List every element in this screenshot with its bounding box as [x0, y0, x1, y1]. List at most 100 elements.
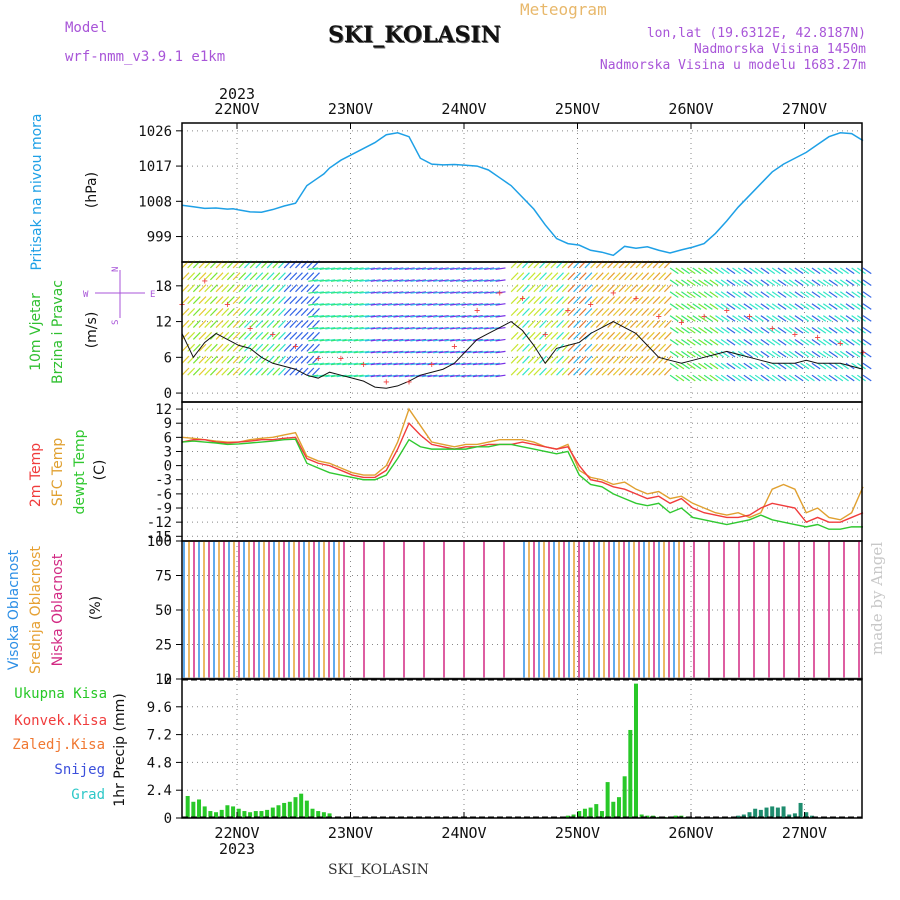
wind-barb: [828, 279, 838, 287]
wind-barb: [243, 367, 252, 376]
temp-sfc-line: [181, 407, 864, 521]
rain-bar: [185, 795, 190, 818]
panel-frame: [181, 678, 863, 819]
panel-frame: [181, 122, 863, 263]
wind-barb: [484, 326, 495, 330]
wind-barb: [822, 327, 832, 334]
wind-barb: [567, 296, 576, 305]
wind-barb: [561, 331, 570, 340]
rain-bar: [622, 776, 627, 818]
wind-barb: [681, 267, 690, 275]
wind-barb: [370, 279, 381, 282]
wind-barb: [783, 362, 793, 370]
wind-barb: [692, 350, 702, 358]
wind-barb: [399, 374, 410, 378]
wind-barb: [495, 362, 506, 366]
cloud-ylabel2: Srednja Oblacnost: [28, 546, 44, 674]
wind-barb: [805, 374, 815, 382]
wind-barb: [472, 315, 483, 318]
wind-barb: [635, 355, 644, 364]
rain-bar: [605, 782, 610, 818]
wind-barb: [783, 374, 793, 382]
wind-barb: [811, 315, 821, 322]
wind-barb: [325, 362, 336, 366]
wind-barb: [336, 267, 347, 270]
rain-bar: [265, 809, 270, 818]
wind-barb: [312, 296, 320, 305]
wind-barb: [822, 338, 832, 346]
wind-barb: [232, 367, 241, 376]
wind-barb: [438, 374, 449, 378]
precip-panel: 0 2.4 4.8 7.2 9.6 12: [147, 672, 863, 827]
wind-barb: [839, 350, 849, 358]
wind-barb: [533, 319, 542, 328]
wind-barb: [308, 279, 319, 282]
y-tick-label: 1008: [138, 194, 172, 210]
wind-barb: [641, 331, 650, 340]
wind-barb: [289, 272, 298, 281]
wind-barb: [777, 362, 787, 370]
wind-barb: [794, 315, 804, 322]
wind-barb: [300, 296, 309, 305]
wind-barb: [595, 308, 604, 317]
wind-barb: [325, 338, 336, 342]
wind-barb: [336, 303, 347, 306]
wind-barb: [484, 267, 495, 270]
wind-barb: [278, 319, 286, 328]
wind-barb: [376, 279, 387, 282]
wind-barb: [209, 343, 218, 352]
wind-barb: [283, 319, 292, 328]
wind-barb: [760, 315, 770, 322]
gust-marker: +: [338, 353, 344, 364]
wind-barb: [544, 296, 553, 305]
wind-barb: [433, 279, 444, 282]
wind-barb: [438, 267, 449, 270]
wind-barb: [221, 319, 230, 328]
wind-barb: [444, 267, 455, 270]
wind-barb: [851, 315, 861, 322]
wind-barb: [472, 279, 483, 282]
gust-marker: +: [451, 341, 457, 352]
wind-barb: [181, 308, 190, 317]
wind-barb: [272, 272, 281, 281]
precip-legend-item: Grad: [71, 787, 105, 803]
wind-barb: [788, 315, 798, 322]
wind-barb: [427, 315, 438, 318]
wind-barb: [312, 367, 320, 376]
wind-barb: [438, 279, 449, 282]
wind-barb: [646, 308, 655, 317]
wind-barb: [308, 303, 319, 306]
wind-barb: [533, 367, 542, 376]
x-year-top: 2023: [219, 85, 255, 103]
wind-barb: [822, 362, 832, 370]
wind-barb: [845, 338, 855, 346]
snow-bar: [809, 815, 814, 818]
wind-barb: [399, 326, 410, 330]
wind-barb: [272, 319, 281, 328]
wind-barb: [698, 327, 708, 334]
wind-barb: [715, 338, 725, 346]
wind-barb: [353, 315, 364, 318]
wind-barb: [635, 331, 644, 340]
wind-barb: [484, 303, 495, 306]
wind-barb: [794, 350, 804, 358]
wind-barb: [828, 362, 838, 370]
wind-barb: [783, 291, 793, 298]
wind-barb: [783, 315, 793, 322]
wind-barb: [635, 272, 644, 281]
wind-barb: [720, 362, 730, 370]
wind-barb: [686, 338, 696, 346]
wind-barb: [381, 291, 393, 294]
wind-barb: [272, 367, 281, 376]
wind-barb: [215, 308, 224, 317]
wind-barb: [783, 303, 793, 310]
wind-barb: [851, 327, 861, 334]
wind-barb: [450, 326, 461, 330]
wind-barb: [624, 308, 633, 317]
gust-marker: +: [815, 332, 821, 343]
wind-barb: [686, 279, 696, 287]
wind-barb: [539, 296, 547, 305]
wind-barb: [828, 350, 838, 358]
wind-barb: [336, 350, 347, 354]
wind-barb: [811, 291, 821, 298]
